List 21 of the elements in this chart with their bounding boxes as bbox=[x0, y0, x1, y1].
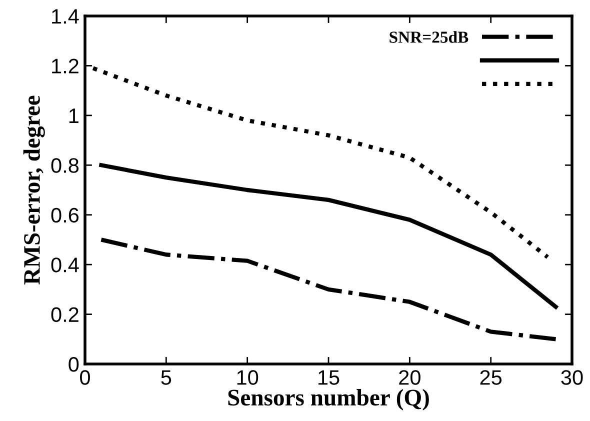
y-tick-label: 1 bbox=[69, 108, 78, 123]
y-axis-title: RMS-error, degree bbox=[23, 96, 45, 284]
legend-label: SNR=25dB bbox=[390, 31, 468, 43]
line-series bbox=[99, 238, 558, 342]
y-tick-label: 0.4 bbox=[51, 258, 79, 272]
x-tick-label: 0 bbox=[80, 370, 90, 385]
x-tick-label: 30 bbox=[561, 370, 583, 385]
x-tick-label: 20 bbox=[399, 370, 420, 385]
x-tick-label: 25 bbox=[480, 370, 502, 385]
x-tick-label: 5 bbox=[161, 370, 172, 385]
line-series bbox=[91, 66, 550, 260]
y-tick-label: 1.4 bbox=[52, 9, 79, 24]
y-tick-label: 0.8 bbox=[51, 158, 79, 173]
x-tick-label: 15 bbox=[318, 370, 340, 385]
x-tick-label: 10 bbox=[237, 370, 258, 385]
y-tick-label: 0.6 bbox=[51, 208, 79, 223]
y-tick-label: 1.2 bbox=[52, 58, 78, 74]
y-tick-label: 0 bbox=[68, 357, 79, 372]
line-series bbox=[99, 163, 558, 309]
y-tick-label: 0.2 bbox=[51, 307, 78, 322]
x-axis-title: Sensors number (Q) bbox=[228, 388, 429, 410]
